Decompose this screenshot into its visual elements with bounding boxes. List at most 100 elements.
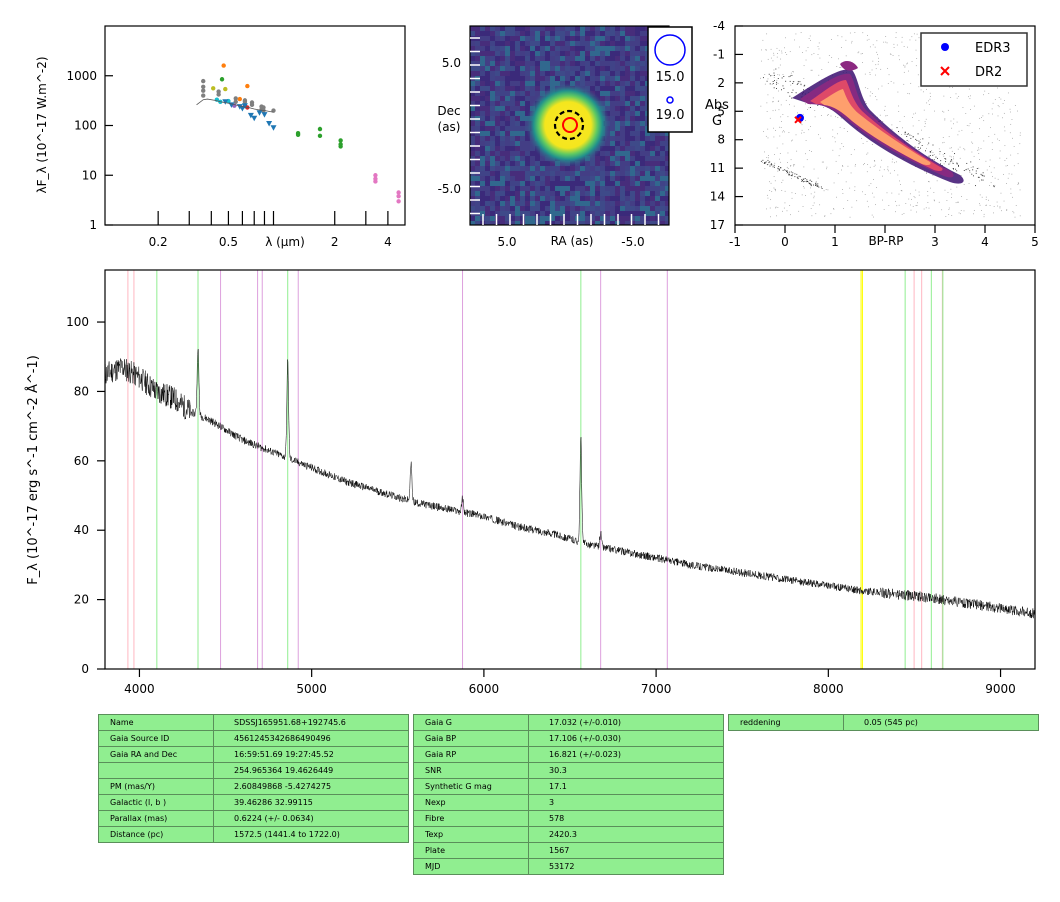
hr-field-star — [904, 133, 906, 135]
image-pixel — [495, 161, 500, 166]
image-pixel — [535, 206, 540, 211]
image-pixel — [470, 136, 475, 141]
image-pixel — [520, 141, 525, 146]
image-pixel — [620, 101, 625, 106]
hr-field-star — [1003, 173, 1004, 175]
hr-field-star — [862, 62, 863, 64]
image-pixel — [515, 156, 520, 161]
image-pixel — [505, 161, 510, 166]
image-pixel — [615, 36, 620, 41]
hr-field-star — [837, 117, 839, 118]
hr-field-star — [775, 190, 776, 192]
image-pixel — [575, 186, 580, 191]
image-pixel — [505, 91, 510, 96]
hr-field-star — [929, 98, 931, 100]
image-pixel — [620, 186, 625, 191]
image-pixel — [555, 211, 560, 216]
hr-field-star — [869, 95, 871, 97]
image-pixel — [565, 171, 570, 176]
image-pixel — [620, 141, 625, 146]
image-pixel — [505, 201, 510, 206]
image-pixel — [505, 146, 510, 151]
hr-field-star — [908, 140, 910, 142]
sed-point — [239, 105, 246, 112]
hr-field-star — [918, 191, 920, 193]
info-key: Gaia Source ID — [98, 730, 214, 747]
image-pixel — [515, 161, 520, 166]
spectrum-ytick-label: 0 — [81, 662, 89, 676]
image-pixel — [615, 61, 620, 66]
image-pixel — [525, 201, 530, 206]
hr-ytick-label: 11 — [710, 161, 725, 175]
hr-wd-star — [815, 184, 816, 186]
sed-point — [233, 99, 238, 104]
hr-field-star — [790, 165, 791, 167]
image-pixel — [555, 51, 560, 56]
image-pixel — [585, 66, 590, 71]
hr-field-star — [918, 143, 920, 145]
hr-field-star — [887, 166, 889, 168]
hr-field-star — [953, 168, 954, 170]
image-pixel — [595, 71, 600, 76]
image-pixel — [620, 26, 625, 31]
hr-field-star — [990, 127, 991, 129]
image-pixel — [515, 146, 520, 151]
image-pixel — [545, 166, 550, 171]
hr-field-star — [924, 123, 926, 125]
hr-field-star — [909, 193, 911, 195]
image-pixel — [560, 56, 565, 61]
image-pixel — [635, 161, 640, 166]
hr-field-star — [916, 58, 918, 59]
image-pixel — [625, 36, 630, 41]
hr-field-star — [868, 185, 870, 187]
hr-field-star — [778, 158, 780, 160]
hr-wd-star — [815, 183, 817, 185]
image-pixel — [625, 111, 630, 116]
sed-ytick-label: 100 — [74, 119, 97, 133]
hr-field-star — [838, 58, 839, 60]
hr-field-star — [761, 49, 762, 51]
image-pixel — [550, 56, 555, 61]
image-pixel — [565, 56, 570, 61]
hr-field-star — [820, 115, 822, 116]
hr-field-star — [1014, 216, 1016, 218]
hr-field-star — [936, 157, 938, 159]
hr-field-star — [862, 53, 863, 54]
hr-field-star — [960, 210, 962, 211]
hr-field-star — [845, 55, 847, 57]
hr-field-star — [884, 105, 886, 107]
image-pixel — [645, 166, 650, 171]
image-pixel — [475, 71, 480, 76]
image-pixel — [665, 186, 669, 191]
image-pixel — [485, 26, 490, 31]
image-pixel — [530, 196, 535, 201]
hr-field-star — [768, 181, 770, 183]
image-pixel — [615, 126, 620, 131]
hr-field-star — [800, 123, 802, 124]
hr-field-star — [946, 200, 948, 201]
image-pixel — [520, 206, 525, 211]
hr-field-star — [940, 160, 942, 162]
image-pixel — [530, 146, 535, 151]
image-pixel — [635, 41, 640, 46]
image-pixel — [580, 221, 585, 225]
image-pixel — [490, 216, 495, 221]
image-pixel — [655, 201, 660, 206]
hr-field-star — [992, 102, 994, 104]
image-pixel — [595, 36, 600, 41]
image-pixel — [660, 206, 665, 211]
image-pixel — [620, 36, 625, 41]
hr-field-star — [790, 72, 792, 74]
hr-field-star — [927, 144, 929, 146]
hr-wd-star — [804, 178, 806, 179]
hr-field-star — [929, 96, 931, 97]
image-pixel — [620, 201, 625, 206]
image-pixel — [490, 26, 495, 31]
hr-field-star — [927, 202, 929, 203]
hr-field-star — [851, 206, 853, 208]
image-pixel — [475, 91, 480, 96]
hr-field-star — [777, 170, 779, 172]
image-pixel — [545, 206, 550, 211]
hr-field-star — [785, 99, 787, 101]
hr-field-star — [760, 105, 762, 107]
